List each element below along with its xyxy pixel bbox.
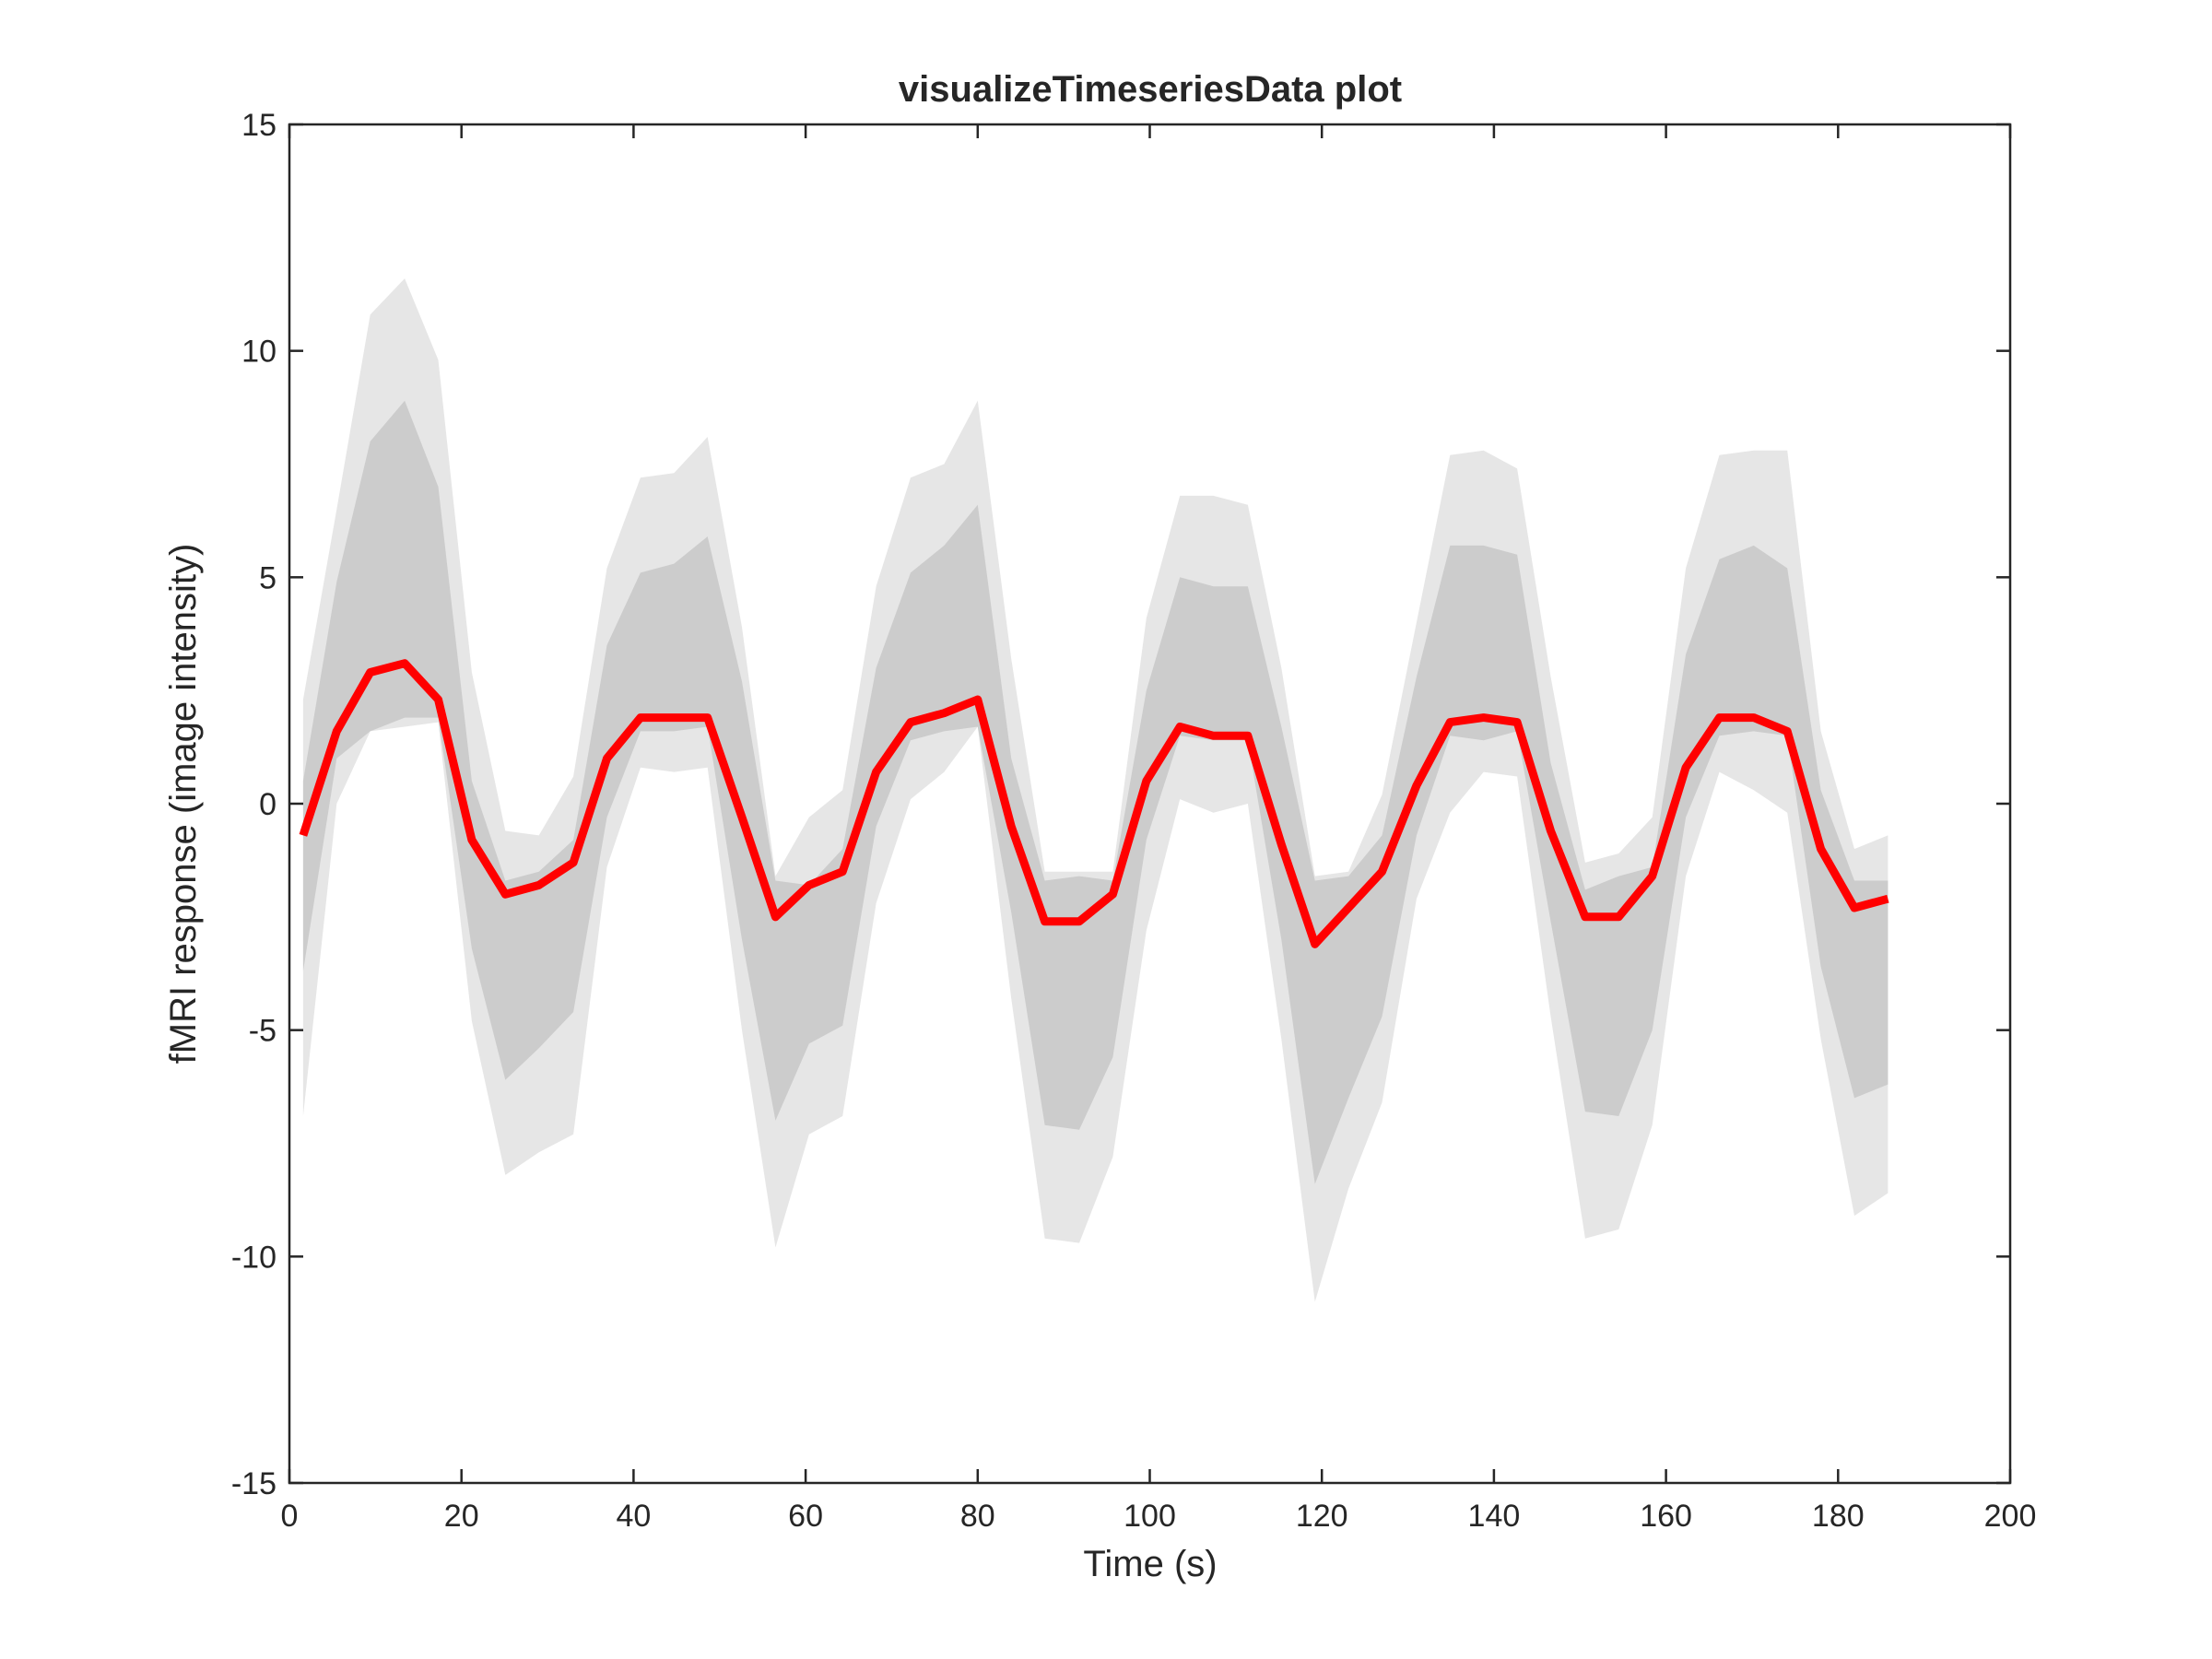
y-tick-label: 0 [259,787,276,822]
x-tick-label: 20 [444,1499,479,1534]
x-tick-label: 140 [1468,1499,1521,1534]
x-tick-label: 60 [788,1499,823,1534]
x-tick-label: 80 [960,1499,995,1534]
y-tick-label: 10 [241,335,276,370]
y-tick-label: 15 [241,108,276,143]
x-tick-label: 100 [1124,1499,1176,1534]
y-tick-label: -15 [231,1466,276,1501]
chart-title: visualizeTimeseriesData plot [899,69,1402,110]
y-tick-label: -10 [231,1240,276,1275]
band [302,400,1888,1184]
x-tick-label: 180 [1812,1499,1865,1534]
x-tick-label: 120 [1296,1499,1348,1534]
band [302,278,1888,1302]
line [299,659,1889,948]
y-tick-label: -5 [249,1014,276,1049]
x-axis-label: Time (s) [1083,1544,1217,1584]
y-axis-label: fMRI response (image intensity) [163,544,204,1065]
x-tick-label: 200 [1984,1499,2037,1534]
y-tick-label: 5 [259,560,276,595]
x-tick-label: 40 [616,1499,651,1534]
x-tick-label: 0 [281,1499,299,1534]
x-tick-label: 160 [1640,1499,1692,1534]
